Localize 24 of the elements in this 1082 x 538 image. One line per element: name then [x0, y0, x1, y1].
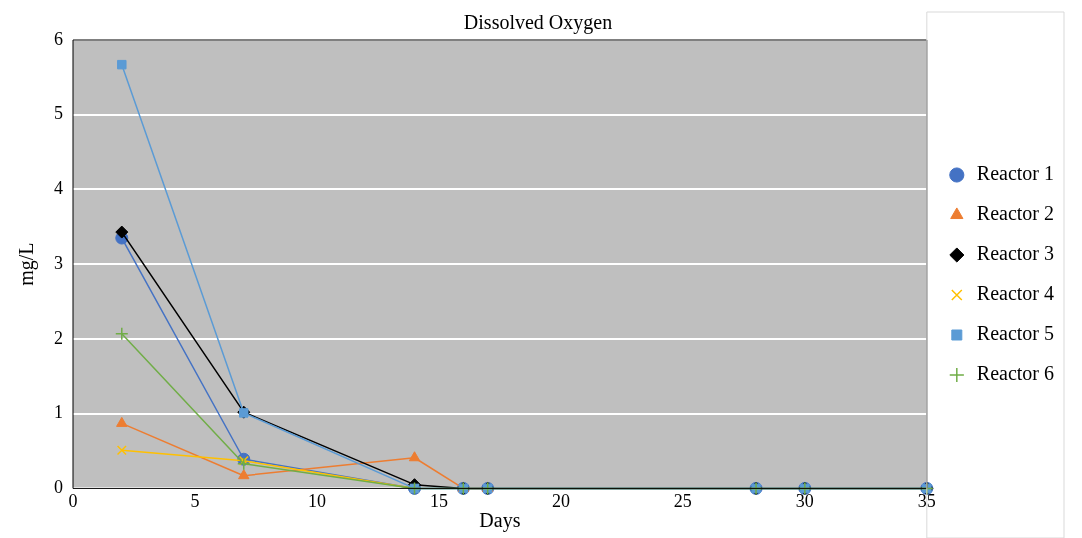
x-tick-label: 15: [429, 490, 448, 511]
y-axis-title: mg/L: [15, 242, 39, 286]
x-tick-label: 10: [307, 490, 326, 511]
y-tick-label: 3: [54, 252, 63, 273]
y-tick-label: 2: [54, 327, 63, 348]
x-tick-label: 30: [795, 490, 814, 511]
x-tick-label: 5: [190, 490, 200, 511]
y-tick-label: 5: [54, 103, 63, 124]
y-tick-label: 4: [54, 178, 63, 199]
x-tick-label: 35: [917, 490, 936, 511]
x-tick-label: 25: [673, 490, 692, 511]
legend-label: Reactor 5: [976, 322, 1054, 345]
chart-title: Dissolved Oxygen: [463, 11, 613, 35]
x-tick-label: 0: [68, 490, 78, 511]
y-tick-label: 6: [54, 28, 63, 49]
y-tick-label: 1: [54, 402, 63, 423]
legend-label: Reactor 3: [976, 242, 1054, 265]
legend-label: Reactor 4: [976, 282, 1054, 305]
legend-label: Reactor 1: [976, 162, 1054, 185]
y-tick-label: 0: [54, 477, 63, 498]
x-axis-title: Days: [479, 509, 521, 533]
legend-label: Reactor 2: [976, 202, 1054, 225]
x-tick-label: 20: [551, 490, 570, 511]
legend-label: Reactor 6: [976, 362, 1054, 385]
